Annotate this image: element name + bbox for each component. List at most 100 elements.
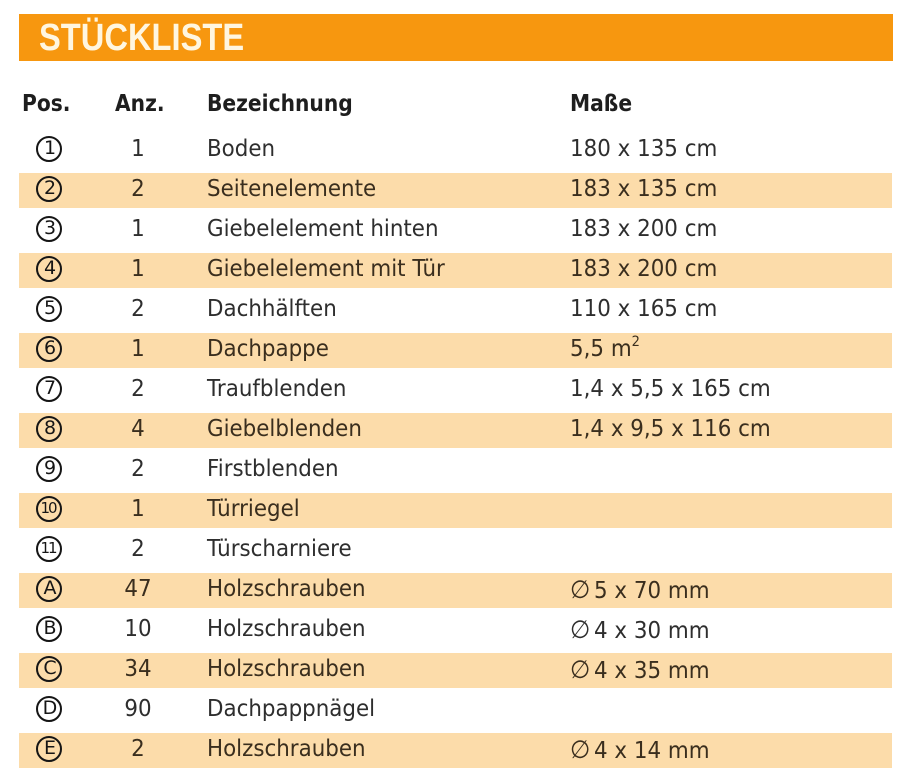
dimensions-value: 4 x 30 mm: [593, 618, 710, 644]
table-row: 2 2 Seitenelemente 183 x 135 cm: [0, 173, 910, 213]
table-row: 6 1 Dachpappe 5,5 m2: [0, 333, 910, 373]
table-row: 8 4 Giebelblenden 1,4 x 9,5 x 116 cm: [0, 413, 910, 453]
position-circle-icon: 9: [36, 456, 62, 482]
quantity: 1: [131, 496, 145, 522]
row-background: [19, 493, 892, 528]
table-row: 1 1 Boden 180 x 135 cm: [0, 133, 910, 173]
part-name: Holzschrauben: [207, 616, 366, 642]
table-row: E 2 Holzschrauben ∅ 4 x 14 mm: [0, 733, 910, 773]
position-circle-icon: 10: [36, 496, 62, 522]
part-name: Türriegel: [207, 496, 300, 522]
part-name: Türscharniere: [207, 536, 352, 562]
dimensions: 183 x 200 cm: [570, 253, 717, 286]
position-circle-icon: A: [36, 576, 62, 602]
position-circle-icon: 8: [36, 416, 62, 442]
quantity: 90: [124, 696, 152, 722]
dimensions-value: 1,4 x 9,5 x 116 cm: [570, 416, 771, 442]
dimensions-value: 4 x 14 mm: [593, 738, 710, 764]
position-circle-icon: 2: [36, 176, 62, 202]
quantity: 1: [131, 136, 145, 162]
table-row: 5 2 Dachhälften 110 x 165 cm: [0, 293, 910, 333]
quantity: 2: [131, 736, 145, 762]
table-row: C 34 Holzschrauben ∅ 4 x 35 mm: [0, 653, 910, 693]
row-background: [19, 573, 892, 608]
position-circle-icon: 11: [36, 536, 62, 562]
dimensions-value: 4 x 35 mm: [593, 658, 710, 684]
quantity: 1: [131, 256, 145, 282]
position-circle-icon: E: [36, 736, 62, 762]
column-header-masse: Maße: [570, 91, 633, 117]
table-row: D 90 Dachpappnägel: [0, 693, 910, 733]
part-name: Dachpappe: [207, 336, 329, 362]
quantity: 2: [131, 456, 145, 482]
table-row: 3 1 Giebelelement hinten 183 x 200 cm: [0, 213, 910, 253]
part-name: Holzschrauben: [207, 736, 366, 762]
column-header-bezeichnung: Bezeichnung: [207, 91, 353, 117]
position-circle-icon: C: [36, 656, 62, 682]
dimensions: 5,5 m2: [570, 333, 640, 366]
dimensions-value: 5 x 70 mm: [593, 578, 710, 604]
table-row: 11 2 Türscharniere: [0, 533, 910, 573]
part-name: Giebelelement mit Tür: [207, 256, 445, 282]
part-name: Giebelblenden: [207, 416, 362, 442]
column-header-anz: Anz.: [115, 91, 165, 117]
dimensions: ∅ 4 x 14 mm: [570, 733, 710, 768]
table-row: 4 1 Giebelelement mit Tür 183 x 200 cm: [0, 253, 910, 293]
column-header-pos: Pos.: [22, 91, 71, 117]
page-title: STÜCKLISTE: [39, 17, 245, 59]
part-name: Dachpappnägel: [207, 696, 376, 722]
table-row: A 47 Holzschrauben ∅ 5 x 70 mm: [0, 573, 910, 613]
quantity: 34: [124, 656, 152, 682]
diameter-icon: ∅: [570, 615, 591, 644]
dimensions: ∅ 4 x 35 mm: [570, 653, 710, 688]
quantity: 1: [131, 216, 145, 242]
position-circle-icon: 3: [36, 216, 62, 242]
dimensions-value: 183 x 135 cm: [570, 176, 718, 202]
quantity: 2: [131, 536, 145, 562]
dimensions-value: 110 x 165 cm: [570, 296, 718, 322]
part-name: Boden: [207, 136, 276, 162]
dimensions: 180 x 135 cm: [570, 133, 717, 166]
dimensions: 1,4 x 9,5 x 116 cm: [570, 413, 771, 446]
row-background: [19, 653, 892, 688]
row-background: [19, 253, 892, 288]
quantity: 47: [124, 576, 152, 602]
diameter-icon: ∅: [570, 655, 591, 684]
quantity: 2: [131, 176, 145, 202]
position-circle-icon: 1: [36, 136, 62, 162]
quantity: 4: [131, 416, 145, 442]
part-name: Seitenelemente: [207, 176, 377, 202]
part-name: Firstblenden: [207, 456, 339, 482]
diameter-icon: ∅: [570, 735, 591, 764]
row-background: [19, 173, 892, 208]
diameter-icon: ∅: [570, 575, 591, 604]
superscript: 2: [631, 334, 640, 350]
quantity: 1: [131, 336, 145, 362]
part-name: Giebelelement hinten: [207, 216, 439, 242]
quantity: 2: [131, 296, 145, 322]
dimensions: 110 x 165 cm: [570, 293, 717, 326]
row-background: [19, 333, 892, 368]
dimensions: 1,4 x 5,5 x 165 cm: [570, 373, 771, 406]
title-bar: STÜCKLISTE: [19, 14, 893, 61]
dimensions: 183 x 135 cm: [570, 173, 717, 206]
position-circle-icon: B: [36, 616, 62, 642]
row-background: [19, 413, 892, 448]
position-circle-icon: 7: [36, 376, 62, 402]
dimensions-value: 5,5 m: [570, 336, 632, 362]
dimensions: ∅ 5 x 70 mm: [570, 573, 710, 608]
dimensions-value: 183 x 200 cm: [570, 216, 718, 242]
table-row: 9 2 Firstblenden: [0, 453, 910, 493]
position-circle-icon: D: [36, 696, 62, 722]
table-row: 10 1 Türriegel: [0, 493, 910, 533]
table-row: B 10 Holzschrauben ∅ 4 x 30 mm: [0, 613, 910, 653]
quantity: 2: [131, 376, 145, 402]
table-header: Pos. Anz. Bezeichnung Maße: [0, 86, 910, 122]
part-name: Dachhälften: [207, 296, 337, 322]
dimensions-value: 180 x 135 cm: [570, 136, 718, 162]
dimensions-value: 1,4 x 5,5 x 165 cm: [570, 376, 771, 402]
position-circle-icon: 4: [36, 256, 62, 282]
part-name: Holzschrauben: [207, 656, 366, 682]
part-name: Holzschrauben: [207, 576, 366, 602]
dimensions: 183 x 200 cm: [570, 213, 717, 246]
